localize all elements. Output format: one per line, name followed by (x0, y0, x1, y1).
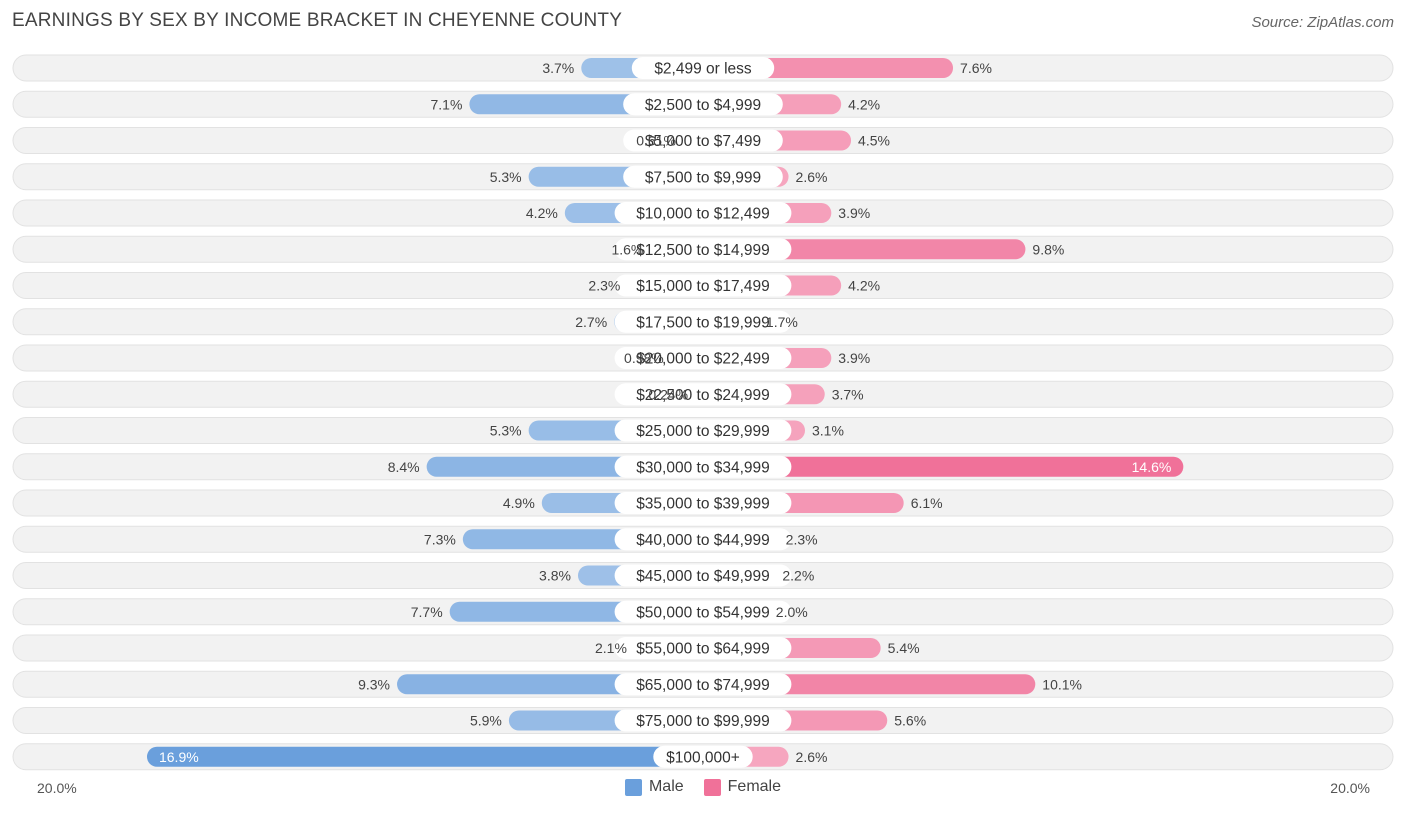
category-label: $17,500 to $19,999 (636, 314, 770, 331)
male-value-label: 16.9% (159, 749, 199, 765)
male-value-label: 4.9% (503, 495, 535, 511)
legend-swatch-female (703, 778, 721, 796)
female-value-label: 9.8% (1032, 241, 1064, 257)
male-value-label: 7.3% (424, 531, 456, 547)
female-value-label: 1.7% (766, 314, 798, 330)
female-value-label: 3.9% (838, 205, 870, 221)
category-pill (614, 528, 792, 551)
male-value-label: 0.61% (636, 133, 676, 149)
category-pill (623, 93, 783, 116)
category-label: $2,499 or less (654, 61, 752, 78)
male-value-label: 9.3% (358, 676, 390, 692)
category-label: $15,000 to $17,499 (636, 278, 770, 295)
male-value-label: 7.1% (430, 96, 462, 112)
category-pill (653, 745, 753, 768)
male-value-label: 3.7% (542, 60, 574, 76)
female-value-label: 2.2% (782, 568, 814, 584)
female-value-label: 14.6% (1132, 459, 1172, 475)
category-pill (614, 492, 792, 514)
male-value-label: 3.8% (539, 568, 571, 584)
legend-item-male[interactable]: Male (624, 778, 684, 796)
category-label: $50,000 to $54,999 (636, 604, 770, 621)
male-value-label: 4.2% (526, 205, 558, 221)
female-value-label: 3.7% (832, 386, 864, 402)
category-label: $2,500 to $4,999 (645, 97, 761, 114)
male-value-label: 0.24% (648, 386, 688, 402)
male-value-label: 2.3% (588, 278, 620, 294)
legend-label-female: Female (727, 778, 782, 795)
category-label: $12,500 to $14,999 (636, 242, 770, 259)
category-label: $55,000 to $64,999 (636, 641, 770, 658)
female-value-label: 6.1% (911, 495, 943, 511)
category-label: $7,500 to $9,999 (645, 169, 761, 186)
category-pill (614, 202, 792, 224)
female-bar (693, 456, 1184, 477)
female-value-label: 7.6% (960, 60, 992, 76)
category-label: $25,000 to $29,999 (636, 423, 770, 440)
category-pill (614, 637, 792, 659)
male-value-label: 0.98% (624, 350, 664, 366)
male-value-label: 8.4% (388, 459, 420, 475)
female-value-label: 5.4% (888, 640, 920, 656)
legend: Male Female (0, 778, 1406, 796)
category-pill (614, 274, 792, 297)
category-pill (623, 165, 783, 188)
male-value-label: 5.3% (490, 423, 522, 439)
category-label: $40,000 to $44,999 (636, 532, 770, 549)
female-value-label: 10.1% (1042, 676, 1082, 692)
legend-item-female[interactable]: Female (703, 778, 782, 796)
category-pill (614, 383, 792, 406)
category-label: $45,000 to $49,999 (636, 568, 770, 585)
axis-right-label: 20.0% (1330, 780, 1370, 796)
female-value-label: 4.2% (848, 96, 880, 112)
female-value-label: 4.5% (858, 133, 890, 149)
category-label: $20,000 to $22,499 (636, 351, 770, 368)
male-value-label: 5.3% (490, 169, 522, 185)
chart-title: EARNINGS BY SEX BY INCOME BRACKET IN CHE… (12, 10, 623, 31)
category-label: $30,000 to $34,999 (636, 459, 770, 476)
category-pill (614, 600, 792, 623)
category-pill (623, 129, 783, 152)
legend-swatch-male (624, 778, 642, 796)
female-value-label: 2.6% (796, 169, 828, 185)
female-value-label: 3.1% (812, 423, 844, 439)
category-pill (614, 347, 792, 369)
female-value-label: 5.6% (894, 713, 926, 729)
category-pill (614, 564, 792, 587)
category-label: $5,000 to $7,499 (645, 133, 761, 150)
category-label: $100,000+ (666, 749, 740, 766)
female-value-label: 4.2% (848, 278, 880, 294)
male-value-label: 1.6% (611, 241, 643, 257)
female-value-label: 2.6% (796, 749, 828, 765)
male-value-label: 2.1% (595, 640, 627, 656)
axis-left-label: 20.0% (37, 780, 77, 796)
category-label: $65,000 to $74,999 (636, 677, 770, 694)
female-value-label: 3.9% (838, 350, 870, 366)
female-value-label: 2.3% (786, 531, 818, 547)
category-pill (614, 455, 792, 478)
category-pill (614, 673, 792, 696)
male-value-label: 5.9% (470, 713, 502, 729)
category-label: $75,000 to $99,999 (636, 713, 770, 730)
category-label: $35,000 to $39,999 (636, 496, 770, 513)
male-value-label: 2.7% (575, 314, 607, 330)
category-pill (614, 238, 792, 261)
category-pill (614, 419, 792, 442)
female-value-label: 2.0% (776, 604, 808, 620)
male-bar (146, 746, 714, 767)
category-label: $22,500 to $24,999 (636, 387, 770, 404)
legend-label-male: Male (648, 778, 684, 795)
category-pill (631, 57, 775, 79)
category-pill (614, 310, 792, 333)
chart-source: Source: ZipAtlas.com (1251, 14, 1394, 31)
male-value-label: 7.7% (411, 604, 443, 620)
category-label: $10,000 to $12,499 (636, 206, 770, 223)
category-pill (614, 709, 792, 732)
